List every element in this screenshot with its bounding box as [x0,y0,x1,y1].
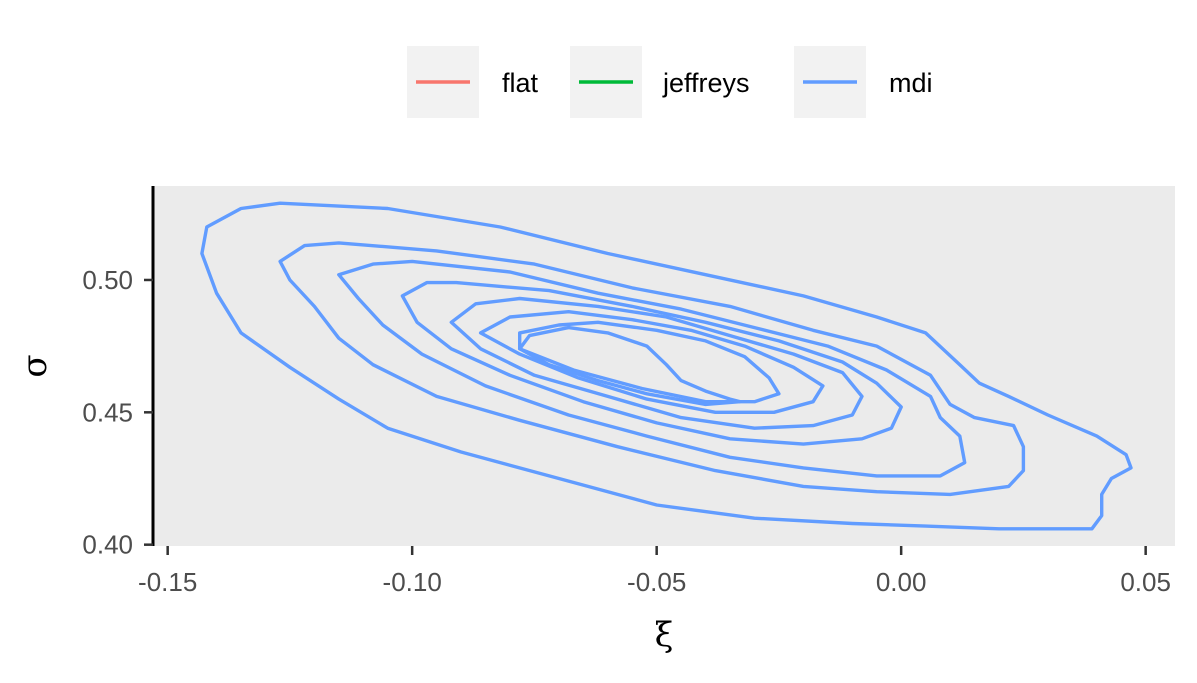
contour-line-mdi-6 [478,310,825,414]
contour-line-mdi-2 [278,241,1026,497]
x-axis-title: ξ [655,615,674,655]
legend-label: mdi [889,68,933,98]
y-axis-ticks: 0.40 0.45 0.50 [82,265,153,560]
y-axis-title: σ [15,354,55,377]
contour-line-mdi-8 [518,325,742,407]
contour-series-mdi [200,201,1133,531]
legend-label: jeffreys [662,68,750,98]
y-tick-label: 0.45 [82,397,133,427]
legend-item-jeffreys: jeffreys [570,46,750,118]
legend-label: flat [502,68,539,98]
x-tick-label: -0.15 [138,567,197,597]
legend: flat jeffreys mdi [407,46,933,118]
legend-item-mdi: mdi [794,46,933,118]
y-tick-label: 0.50 [82,265,133,295]
contour-line-mdi-5 [449,296,864,430]
contour-line-mdi-1 [200,201,1133,531]
contour-line-mdi-3 [337,259,967,478]
x-tick-label: -0.10 [383,567,442,597]
x-axis-ticks: -0.15 -0.10 -0.05 0.00 0.05 [138,546,1171,597]
x-tick-label: 0.00 [876,567,927,597]
plot-panel-background [153,186,1175,546]
x-tick-label: -0.05 [627,567,686,597]
y-tick-label: 0.40 [82,530,133,560]
legend-item-flat: flat [407,46,539,118]
contour-line-mdi-4 [400,280,903,446]
x-tick-label: 0.05 [1120,567,1171,597]
